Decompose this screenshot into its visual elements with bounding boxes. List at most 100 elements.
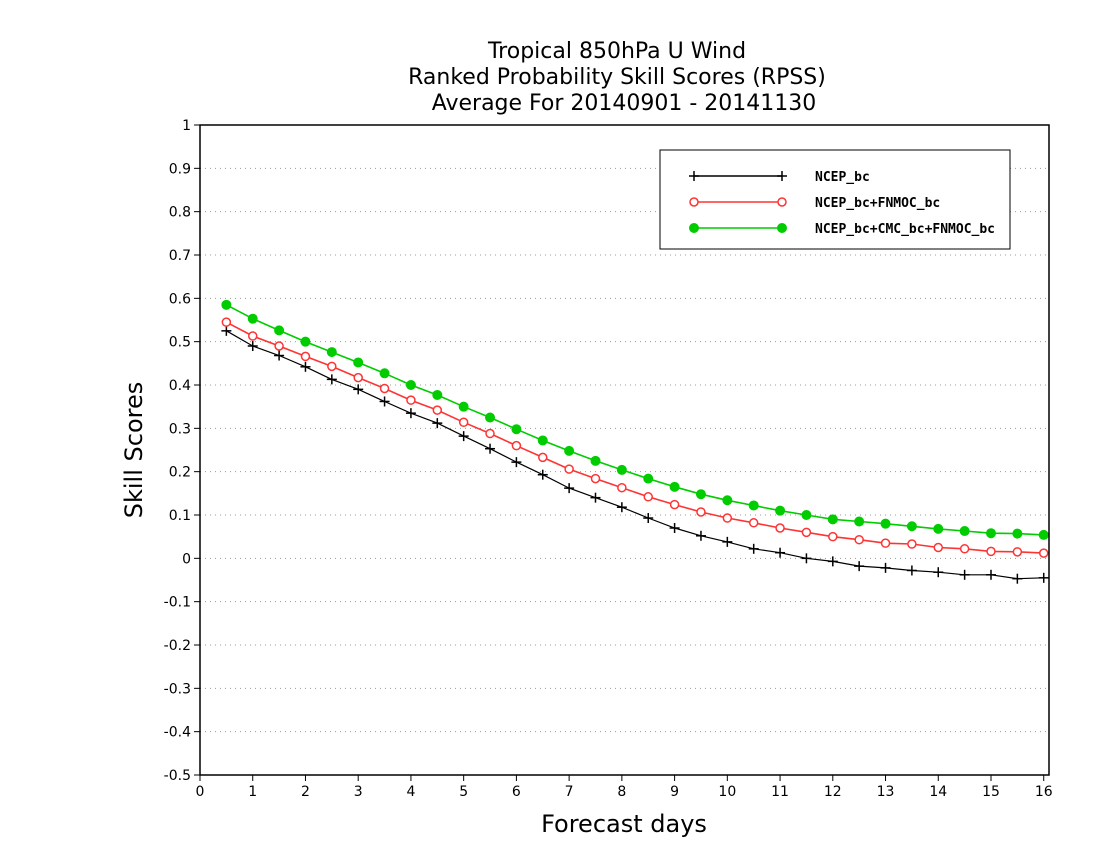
- ncep-bc-fnmoc-bc-point: [379, 383, 390, 394]
- ncep-bc-point: [221, 325, 232, 336]
- y-tick-label: -0.4: [164, 725, 191, 741]
- legend-ncep-bc-fnmoc-bc-point: [777, 197, 787, 207]
- series-line-ncep-bc-fnmoc-bc: [226, 321, 1044, 554]
- ncep-bc-point: [616, 502, 627, 513]
- ncep-bc-point: [247, 341, 258, 351]
- x-tick-label: 13: [877, 784, 895, 800]
- ncep-bc-fnmoc-bc-point: [801, 527, 812, 538]
- series-ncep-bc-fnmoc-bc: [221, 317, 1049, 558]
- ncep-bc-cmc-bc-fnmoc-bc-point: [458, 401, 469, 412]
- x-tick-label: 4: [406, 784, 415, 800]
- ncep-bc-point: [643, 513, 654, 524]
- ncep-bc-point: [748, 543, 759, 554]
- ncep-bc-fnmoc-bc-point: [274, 341, 284, 351]
- ncep-bc-point: [326, 374, 337, 385]
- y-tick-label: 0.9: [169, 161, 191, 177]
- ncep-bc-fnmoc-bc-point: [986, 546, 996, 557]
- ncep-bc-point: [933, 567, 944, 578]
- ncep-bc-fnmoc-bc-point: [907, 539, 917, 549]
- ncep-bc-cmc-bc-fnmoc-bc-point: [827, 514, 838, 525]
- ncep-bc-point: [669, 523, 680, 533]
- ncep-bc-cmc-bc-fnmoc-bc-point: [247, 313, 258, 324]
- plot-frame: [199, 124, 1050, 776]
- legend-label: NCEP_bc+CMC_bc+FNMOC_bc: [815, 222, 995, 237]
- y-tick-label: 0.8: [169, 205, 191, 221]
- ncep-bc-fnmoc-bc-point: [828, 531, 838, 542]
- x-tick-label: 0: [196, 784, 205, 800]
- y-tick-label: -0.3: [164, 681, 191, 697]
- y-axis: 1 0.9 0.8 0.7 0.6 0.5 0.4 0.3 0.2 0.1 0 -0.1 -0.2 -0.…: [164, 118, 200, 784]
- ncep-bc-point: [801, 553, 812, 564]
- ncep-bc-fnmoc-bc-point: [538, 452, 548, 463]
- ncep-bc-fnmoc-bc-point: [643, 492, 653, 502]
- legend-label: NCEP_bc+FNMOC_bc: [815, 196, 940, 211]
- x-tick-label: 16: [1035, 784, 1053, 800]
- ncep-bc-fnmoc-bc-point: [748, 518, 759, 528]
- legend-ncep-bc-fnmoc-bc-point: [689, 197, 699, 207]
- ncep-bc-point: [985, 569, 996, 580]
- ncep-bc-point: [379, 396, 390, 407]
- ncep-bc-point: [775, 547, 786, 558]
- ncep-bc-point: [959, 569, 970, 580]
- x-tick-label: 6: [512, 784, 521, 800]
- legend-box: [659, 149, 1011, 250]
- ncep-bc-fnmoc-bc-point: [775, 523, 785, 533]
- chart-title-line-2: Ranked Probability Skill Scores (RPSS): [408, 65, 826, 90]
- y-tick-label: 1: [182, 118, 191, 134]
- y-tick-label: -0.2: [164, 638, 191, 654]
- series-layer: [221, 299, 1049, 584]
- ncep-bc-point: [458, 431, 469, 442]
- y-tick-label: 0.4: [169, 378, 191, 394]
- ncep-bc-point: [1012, 573, 1023, 584]
- legend: NCEP_bc NCEP_bc+FNMOC_bc NCEP_bc+CMC_bc+FN…: [659, 149, 1011, 250]
- x-tick-label: 1: [248, 784, 257, 800]
- ncep-bc-point: [537, 469, 548, 480]
- ncep-bc-point: [300, 361, 311, 372]
- y-tick-label: 0.2: [169, 465, 191, 481]
- ncep-bc-cmc-bc-fnmoc-bc-point: [274, 325, 285, 336]
- ncep-bc-fnmoc-bc-point: [511, 440, 522, 451]
- series-line-ncep-bc: [226, 330, 1044, 580]
- ncep-bc-point: [906, 565, 917, 576]
- series-ncep-bc: [221, 325, 1049, 584]
- ncep-bc-fnmoc-bc-point: [669, 499, 680, 510]
- y-tick-label: -0.5: [164, 768, 191, 784]
- chart-title-line-1: Tropical 850hPa U Wind: [487, 39, 746, 64]
- series-line-ncep-bc-cmc-bc-fnmoc-bc: [226, 304, 1044, 536]
- ncep-bc-point: [485, 443, 496, 454]
- ncep-bc-fnmoc-bc-point: [617, 482, 627, 493]
- x-tick-label: 3: [354, 784, 363, 800]
- ncep-bc-cmc-bc-fnmoc-bc-point: [590, 455, 601, 466]
- ncep-bc-fnmoc-bc-point: [854, 534, 864, 545]
- ncep-bc-cmc-bc-fnmoc-bc-point: [985, 528, 996, 539]
- ncep-bc-fnmoc-bc-point: [485, 428, 495, 439]
- ncep-bc-cmc-bc-fnmoc-bc-point: [643, 473, 654, 484]
- ncep-bc-fnmoc-bc-point: [458, 417, 469, 428]
- ncep-bc-point: [274, 350, 285, 361]
- legend-ncep-bc-cmc-bc-fnmoc-bc-point: [777, 223, 787, 233]
- ncep-bc-fnmoc-bc-point: [221, 317, 232, 327]
- ncep-bc-point: [695, 530, 706, 541]
- ncep-bc-fnmoc-bc-point: [959, 544, 970, 554]
- legend-ncep-bc-point: [689, 171, 699, 181]
- y-tick-label: 0.7: [169, 248, 191, 264]
- ncep-bc-fnmoc-bc-point: [1038, 548, 1049, 558]
- ncep-bc-cmc-bc-fnmoc-bc-point: [432, 389, 443, 400]
- ncep-bc-point: [827, 556, 838, 567]
- legend-label: NCEP_bc: [815, 170, 870, 185]
- x-axis: 0 1 2 3 4 5 6 7 8 9 10 11 12 13 14 15 16: [196, 775, 1053, 800]
- ncep-bc-fnmoc-bc-point: [406, 395, 416, 405]
- x-tick-label: 15: [982, 784, 1000, 800]
- ncep-bc-cmc-bc-fnmoc-bc-point: [722, 495, 733, 506]
- ncep-bc-point: [405, 408, 416, 419]
- ncep-bc-point: [854, 561, 865, 572]
- ncep-bc-cmc-bc-fnmoc-bc-point: [564, 445, 575, 456]
- ncep-bc-fnmoc-bc-point: [880, 538, 891, 548]
- ncep-bc-cmc-bc-fnmoc-bc-point: [906, 521, 917, 532]
- ncep-bc-cmc-bc-fnmoc-bc-point: [221, 299, 232, 310]
- ncep-bc-fnmoc-bc-point: [300, 351, 311, 362]
- ncep-bc-cmc-bc-fnmoc-bc-point: [379, 368, 390, 379]
- ncep-bc-point: [564, 483, 575, 494]
- ncep-bc-cmc-bc-fnmoc-bc-point: [775, 505, 786, 516]
